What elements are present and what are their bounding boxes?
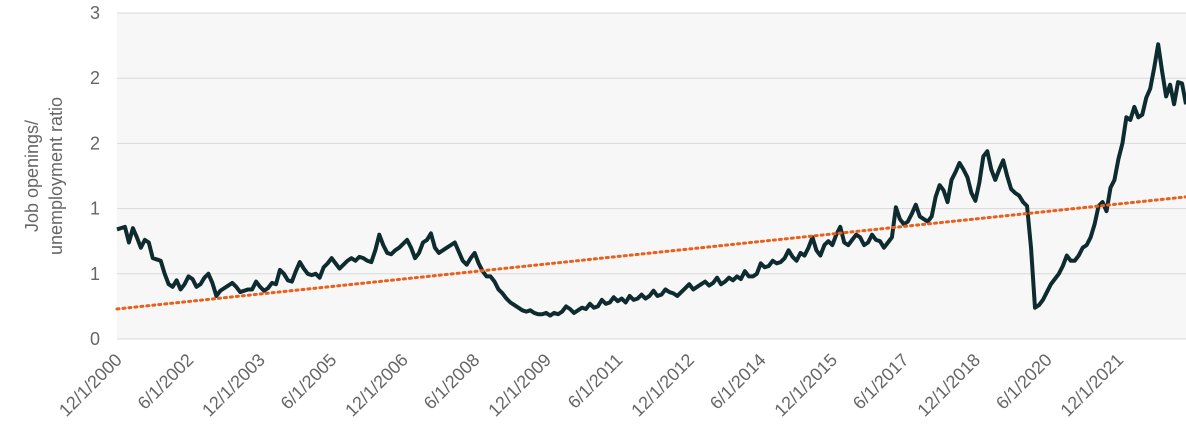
y-tick-label: 1 — [90, 199, 100, 219]
x-tick-label: 12/1/2000 — [55, 350, 126, 421]
x-tick-label: 6/1/2017 — [849, 350, 913, 414]
x-tick-label: 6/1/2011 — [564, 350, 627, 413]
x-tick-label: 12/1/2015 — [770, 350, 841, 421]
x-tick-label: 12/1/2012 — [627, 350, 698, 421]
y-tick-label: 3 — [90, 3, 100, 23]
x-tick-label: 6/1/2014 — [706, 350, 770, 414]
y-tick-label: 1 — [90, 264, 100, 284]
x-tick-label: 12/1/2009 — [484, 350, 555, 421]
x-tick-label: 6/1/2005 — [277, 350, 341, 414]
x-tick-label: 6/1/2008 — [420, 350, 484, 414]
trend-line — [115, 195, 1186, 311]
y-tick-label: 2 — [90, 133, 100, 153]
x-tick-label: 6/1/2002 — [134, 350, 198, 414]
x-tick-label: 6/1/2020 — [992, 350, 1056, 414]
x-tick-label: 12/1/2006 — [341, 350, 412, 421]
x-tick-label: 12/1/2003 — [198, 350, 269, 421]
data-line — [116, 42, 1186, 318]
y-tick-label: 0 — [90, 329, 100, 349]
y-tick-label: 2 — [90, 68, 100, 88]
x-tick-label: 12/1/2018 — [913, 350, 984, 421]
x-tick-label: 12/1/2021 — [1057, 350, 1128, 421]
y-axis-label: Job openings/ — [22, 120, 42, 232]
y-axis-label: unemployment ratio — [46, 97, 66, 255]
